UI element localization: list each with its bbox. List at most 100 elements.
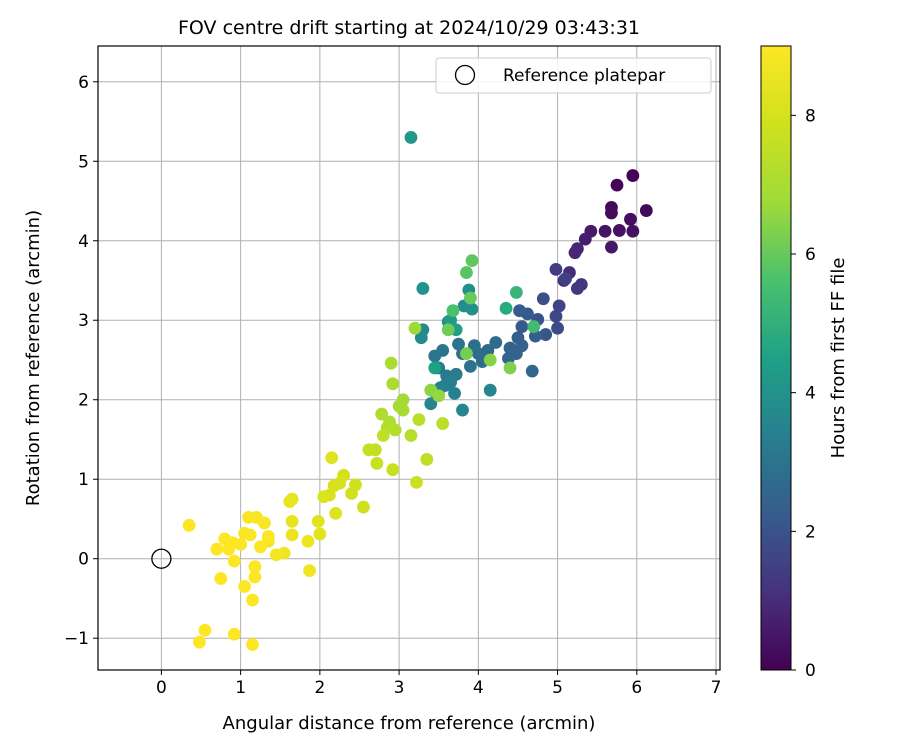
data-point (242, 510, 255, 524)
x-axis-ticks: 0 1 2 3 4 5 6 7 (156, 670, 721, 698)
data-point (384, 356, 398, 370)
reference-marker (151, 548, 172, 569)
data-point (428, 349, 442, 363)
data-point (502, 351, 515, 365)
data-point (410, 476, 423, 489)
data-point (428, 361, 442, 375)
data-point (424, 397, 438, 411)
data-point (452, 337, 465, 351)
data-point (386, 377, 400, 391)
colorbar-ticks: 0 2 4 6 8 (791, 106, 816, 681)
data-point (362, 443, 376, 457)
data-point (396, 403, 410, 417)
colorbar-tick-label: 6 (805, 245, 816, 265)
data-point (465, 302, 479, 316)
data-point (248, 560, 262, 574)
data-point (248, 570, 262, 584)
legend-marker-icon (454, 64, 476, 86)
data-point (509, 286, 523, 299)
y-tick-label: 5 (78, 152, 89, 172)
y-tick-label: 3 (78, 311, 89, 331)
data-point (386, 463, 400, 477)
data-point (639, 204, 653, 217)
data-point (578, 232, 592, 246)
data-point (559, 272, 572, 286)
x-tick-label: 6 (631, 678, 642, 698)
x-axis-label: Angular distance from reference (arcmin) (223, 713, 596, 734)
data-point (626, 224, 640, 238)
data-point (254, 540, 267, 554)
legend: Reference platepar (435, 57, 712, 94)
data-point (568, 246, 582, 260)
data-point (329, 507, 343, 520)
data-point (261, 530, 275, 543)
colorbar-label: Hours from first FF file (828, 258, 849, 459)
data-point (612, 224, 626, 237)
data-point (227, 554, 241, 568)
data-point (285, 514, 299, 528)
data-point (464, 359, 477, 373)
colorbar: 0 2 4 6 8 Hours from first FF file (760, 45, 849, 681)
colorbar-tick-label: 8 (805, 106, 816, 126)
data-point (198, 623, 212, 637)
x-tick-label: 0 (156, 678, 167, 698)
plot-frame (97, 45, 721, 671)
data-point (570, 282, 584, 295)
data-point (345, 487, 358, 500)
data-point (441, 323, 455, 337)
data-points (182, 131, 653, 651)
data-point (376, 429, 390, 442)
y-tick-label: 2 (78, 391, 89, 411)
data-point (222, 542, 236, 556)
chart-title: FOV centre drift starting at 2024/10/29 … (178, 17, 640, 39)
data-point (528, 329, 542, 343)
y-axis-ticks: −1 0 1 2 3 4 5 6 (64, 73, 98, 649)
data-point (436, 417, 450, 430)
data-point (218, 532, 232, 546)
data-point (301, 534, 315, 548)
data-point (552, 299, 566, 313)
data-point (489, 336, 503, 349)
data-point (246, 593, 259, 607)
data-point (182, 518, 196, 532)
data-point (624, 212, 637, 226)
data-point (370, 456, 384, 470)
colorbar-tick-label: 4 (805, 384, 816, 404)
data-point (327, 479, 341, 492)
data-point (605, 206, 618, 220)
data-point (414, 331, 428, 345)
data-point (539, 328, 553, 341)
data-point (536, 292, 550, 306)
data-point (416, 282, 430, 295)
data-point (269, 548, 283, 562)
x-tick-label: 5 (552, 678, 563, 698)
data-point (388, 423, 402, 437)
data-point (303, 564, 316, 578)
data-point (464, 291, 477, 305)
y-tick-label: 4 (78, 232, 89, 252)
data-point (357, 500, 370, 514)
x-tick-label: 4 (473, 678, 484, 698)
data-point (283, 495, 297, 508)
x-tick-label: 1 (235, 678, 246, 698)
data-point (375, 407, 389, 421)
data-point (610, 178, 624, 192)
data-point (432, 389, 446, 403)
data-point (404, 131, 418, 144)
data-point (456, 403, 469, 417)
colorbar-gradient (760, 45, 792, 671)
data-point (210, 542, 224, 556)
data-point (243, 528, 257, 542)
data-point (503, 361, 517, 375)
y-tick-label: 6 (78, 73, 89, 93)
data-point (598, 224, 612, 238)
data-point (285, 528, 299, 542)
data-point (626, 169, 640, 182)
colorbar-tick-label: 2 (805, 522, 816, 542)
data-point (549, 309, 563, 323)
data-point (549, 262, 563, 276)
data-point (499, 301, 513, 315)
data-point (460, 347, 473, 361)
data-point (246, 638, 259, 651)
